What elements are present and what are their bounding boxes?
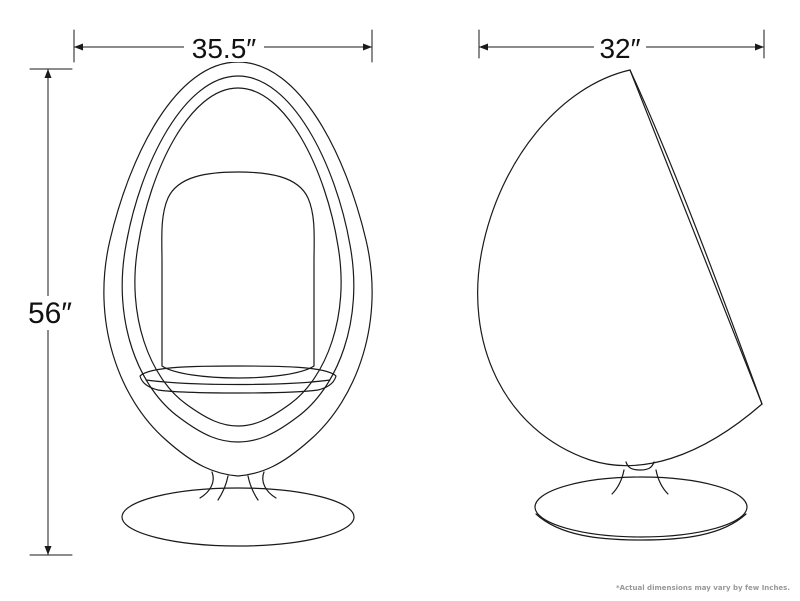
side-depth-arrow-right	[755, 43, 764, 51]
side-opening-edge	[629, 69, 763, 405]
dimension-arrowheads	[44, 43, 764, 555]
side-depth-label: 32″	[599, 33, 640, 64]
height-label: 56″	[28, 297, 72, 330]
front-seat-cushion	[139, 365, 337, 394]
front-width-label: 35.5″	[192, 33, 256, 64]
front-view-chair	[103, 61, 373, 547]
dimensions-disclaimer-note: *Actual dimensions may vary by few Inche…	[615, 584, 790, 592]
front-stem-inner-right	[247, 475, 259, 501]
side-opening-edge-inner	[629, 69, 763, 405]
front-width-arrow-left	[74, 43, 83, 51]
front-seat-line	[145, 379, 331, 386]
height-arrow-bottom	[44, 546, 52, 555]
front-inner-rim-edge	[134, 87, 342, 427]
front-stem-inner-left	[217, 475, 229, 501]
front-outer-shell	[103, 61, 373, 477]
side-view-chair	[477, 69, 763, 541]
side-stem-right	[655, 469, 669, 495]
front-stem-left	[199, 471, 214, 499]
side-depth-arrow-left	[479, 43, 488, 51]
side-stem-left	[611, 469, 625, 495]
dimension-lines	[29, 29, 765, 556]
front-back-cushion	[161, 171, 315, 379]
height-arrow-top	[44, 69, 52, 78]
side-base-thickness	[535, 513, 747, 541]
front-base	[121, 487, 355, 547]
side-neck	[625, 461, 655, 471]
side-outer-shell	[477, 69, 763, 467]
front-inner-rim	[121, 75, 355, 443]
front-width-arrow-right	[363, 43, 372, 51]
side-base	[534, 476, 748, 538]
front-stem-right	[262, 471, 277, 499]
